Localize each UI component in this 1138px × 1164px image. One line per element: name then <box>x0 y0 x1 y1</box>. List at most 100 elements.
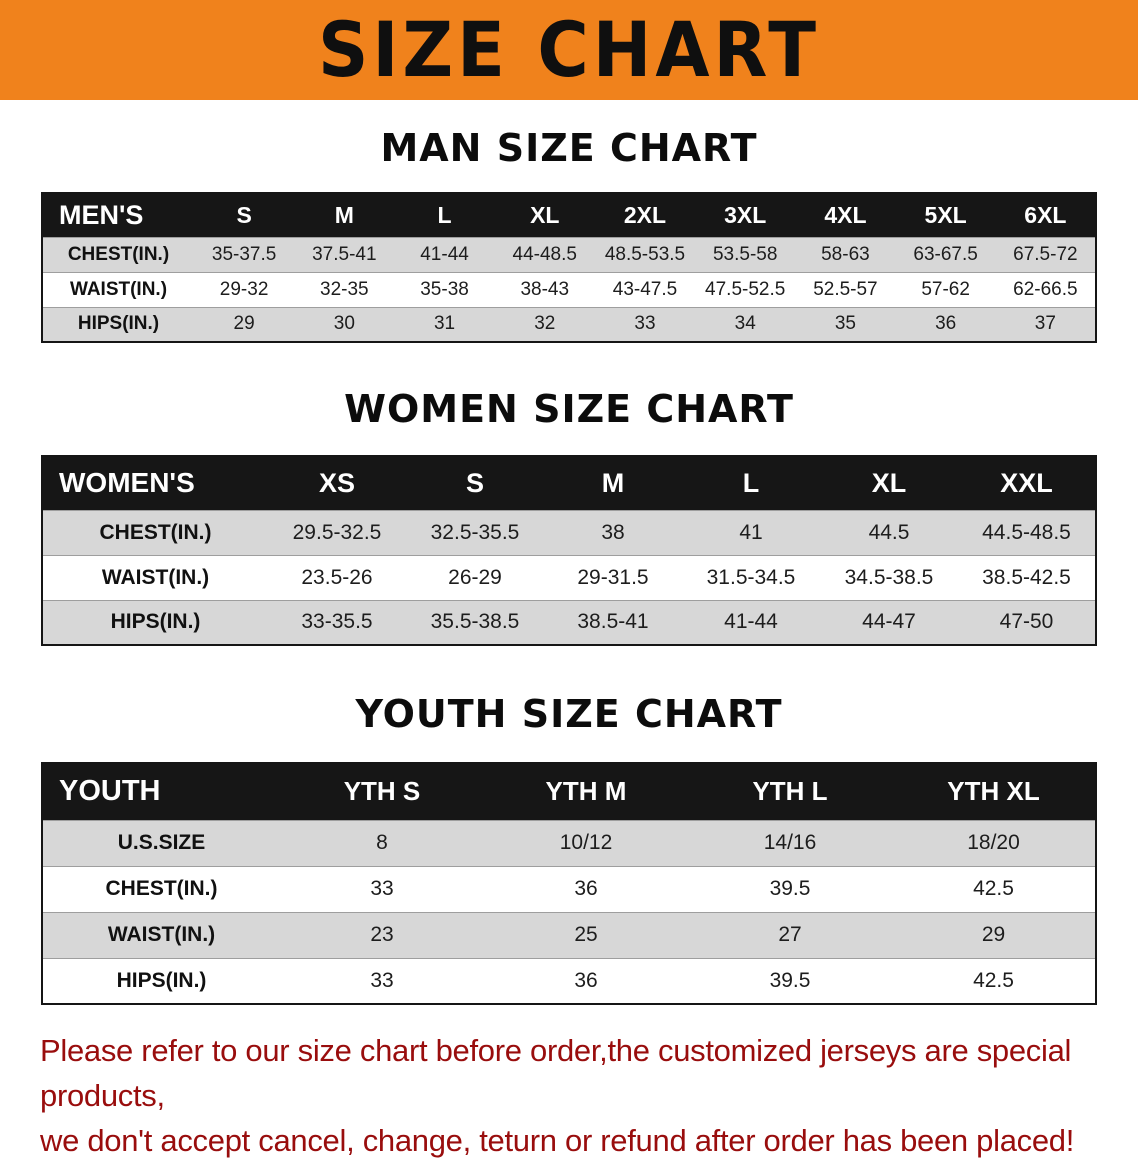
size-column-header: S <box>194 193 295 237</box>
table-row: CHEST(IN.) 33 36 39.5 42.5 <box>42 866 1096 912</box>
table-title-cell: MEN'S <box>42 193 194 237</box>
size-value-cell: 30 <box>333 313 355 335</box>
size-value-cell: 14/16 <box>763 831 817 854</box>
size-column-header: S <box>406 456 544 510</box>
size-column-header: YTH L <box>688 763 892 820</box>
men-size-table: MEN'S S M L XL 2XL 3XL 4XL 5XL 6XL CHEST(IN.) 35-37… <box>41 192 1097 343</box>
size-column-header: 4XL <box>795 193 896 237</box>
size-value-cell: 44-47 <box>862 610 916 634</box>
size-value-cell: 57-62 <box>921 278 970 300</box>
size-value-cell: 31 <box>433 313 456 335</box>
size-column-header: XL <box>820 456 958 510</box>
size-value-cell: 25 <box>574 923 598 946</box>
size-value-cell: 34 <box>734 313 756 335</box>
size-column-header: YTH XL <box>892 763 1096 820</box>
size-value-cell: 41-44 <box>724 610 778 634</box>
table-row: U.S.SIZE 8 10/12 14/16 18/20 <box>42 820 1096 866</box>
disclaimer-line-1: Please refer to our size chart before or… <box>40 1033 1072 1113</box>
size-value-cell: 32.5-35.5 <box>430 520 520 544</box>
size-value-cell: 41 <box>739 520 763 544</box>
size-value-cell: 63-67.5 <box>913 243 978 265</box>
size-value-cell: 33 <box>370 877 394 900</box>
row-label: WAIST(IN.) <box>101 565 210 589</box>
size-value-cell: 18/20 <box>967 831 1020 854</box>
size-value-cell: 38.5-42.5 <box>982 565 1071 589</box>
size-value-cell: 42.5 <box>973 877 1014 900</box>
header-row: WOMEN'S XS S M L XL XXL <box>42 456 1096 510</box>
size-value-cell: 39.5 <box>769 968 811 992</box>
women-size-table: WOMEN'S XS S M L XL XXL CHEST(IN.) 29.5-32.5 32.5… <box>41 455 1097 646</box>
size-value-cell: 44.5-48.5 <box>982 520 1071 544</box>
size-value-cell: 52.5-57 <box>813 278 878 300</box>
size-value-cell: 33 <box>370 968 394 992</box>
size-value-cell: 38 <box>601 520 625 544</box>
size-column-header: 2XL <box>594 193 696 237</box>
size-value-cell: 23 <box>370 923 394 946</box>
size-value-cell: 8 <box>376 831 388 854</box>
size-value-cell: 29-32 <box>219 278 269 300</box>
size-column-header: 5XL <box>895 193 996 237</box>
table-row: CHEST(IN.) 29.5-32.5 32.5-35.5 38 41 44.5 44.5… <box>42 510 1096 555</box>
size-value-cell: 58-63 <box>821 243 870 265</box>
size-value-cell: 29 <box>981 923 1006 946</box>
women-section: WOMEN SIZE CHART WOMEN'S XS S M L XL XXL CHEST(… <box>0 387 1138 646</box>
size-value-cell: 33 <box>634 313 656 335</box>
row-label: HIPS(IN.) <box>77 313 160 335</box>
header-row: MEN'S S M L XL 2XL 3XL 4XL 5XL 6XL <box>42 193 1096 237</box>
size-value-cell: 35.5-38.5 <box>430 610 520 634</box>
size-value-cell: 53.5-58 <box>712 243 778 265</box>
size-column-header: YTH M <box>484 763 688 820</box>
size-column-header: XS <box>268 456 406 510</box>
banner-title: SIZE CHART <box>317 5 821 95</box>
row-label: CHEST(IN.) <box>105 877 218 900</box>
row-label: HIPS(IN.) <box>110 610 201 634</box>
size-value-cell: 33-35.5 <box>301 610 373 634</box>
size-column-header: L <box>394 193 495 237</box>
size-column-header: M <box>294 193 395 237</box>
size-column-header: 3XL <box>695 193 796 237</box>
size-value-cell: 23.5-26 <box>301 565 373 589</box>
size-column-header: M <box>544 456 682 510</box>
men-section-heading: MAN SIZE CHART <box>380 126 758 170</box>
size-value-cell: 29 <box>233 313 255 335</box>
table-row: HIPS(IN.) 33 36 39.5 42.5 <box>42 958 1096 1004</box>
size-column-header: XL <box>494 193 595 237</box>
header-row: YOUTH YTH S YTH M YTH L YTH XL <box>42 763 1096 820</box>
size-value-cell: 35-38 <box>420 278 469 300</box>
row-label: CHEST(IN.) <box>99 520 212 544</box>
men-section: MAN SIZE CHART MEN'S S M L XL 2XL 3XL 4XL 5XL 6XL… <box>0 126 1138 343</box>
women-section-heading: WOMEN SIZE CHART <box>344 387 794 431</box>
size-column-header: YTH S <box>280 763 484 820</box>
size-value-cell: 38.5-41 <box>577 610 649 634</box>
size-value-cell: 35 <box>834 313 856 335</box>
youth-section: YOUTH SIZE CHART YOUTH YTH S YTH M YTH L YTH… <box>0 692 1138 1005</box>
size-value-cell: 32 <box>534 313 556 335</box>
size-value-cell: 39.5 <box>769 877 811 900</box>
size-value-cell: 35-37.5 <box>211 243 277 265</box>
table-row: WAIST(IN.) 23 25 27 29 <box>42 912 1096 958</box>
table-row: WAIST(IN.) 29-32 32-35 35-38 38-43 43-47.5 47.… <box>42 272 1096 307</box>
youth-section-heading: YOUTH SIZE CHART <box>355 692 783 736</box>
size-value-cell: 41-44 <box>420 243 469 265</box>
table-row: WAIST(IN.) 23.5-26 26-29 29-31.5 31.5-34.5 34… <box>42 555 1096 600</box>
size-value-cell: 42.5 <box>973 968 1014 992</box>
size-value-cell: 36 <box>574 968 598 992</box>
table-title-cell: YOUTH <box>42 763 280 820</box>
size-value-cell: 43-47.5 <box>612 278 678 300</box>
row-label: WAIST(IN.) <box>107 923 216 946</box>
size-value-cell: 29-31.5 <box>577 565 649 589</box>
row-label: U.S.SIZE <box>117 831 206 854</box>
size-value-cell: 62-66.5 <box>1013 278 1078 300</box>
size-value-cell: 37 <box>1034 313 1056 335</box>
table-row: HIPS(IN.) 33-35.5 35.5-38.5 38.5-41 41-44 44-… <box>42 600 1096 645</box>
size-value-cell: 37.5-41 <box>312 243 377 265</box>
size-value-cell: 47.5-52.5 <box>705 278 786 300</box>
size-column-header: L <box>682 456 820 510</box>
size-value-cell: 38-43 <box>520 278 570 300</box>
size-value-cell: 32-35 <box>320 278 369 300</box>
size-value-cell: 48.5-53.5 <box>604 243 686 265</box>
row-label: WAIST(IN.) <box>69 278 168 300</box>
size-value-cell: 29.5-32.5 <box>292 520 382 544</box>
size-value-cell: 31.5-34.5 <box>706 565 796 589</box>
size-value-cell: 27 <box>778 923 802 946</box>
